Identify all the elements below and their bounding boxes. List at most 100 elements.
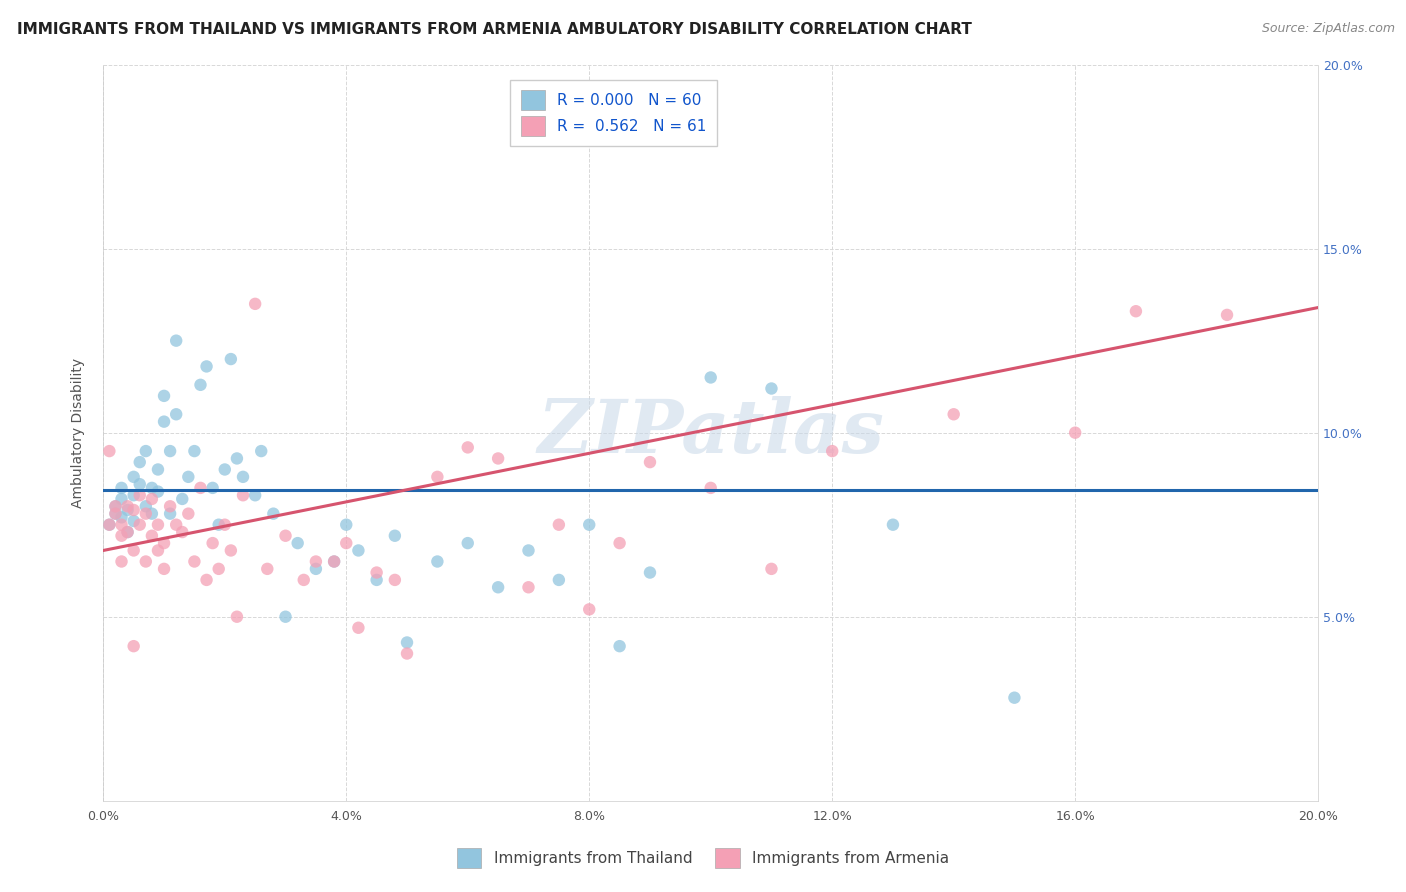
Point [98, 517, 121, 532]
Point [183, 554, 205, 568]
Point [305, 554, 328, 568]
Point [384, 529, 406, 543]
Point [159, 444, 181, 458]
Y-axis label: Ambulatory Disability: Ambulatory Disability [72, 358, 86, 508]
Point [153, 415, 176, 429]
Point [110, 554, 132, 568]
Point [1064, 425, 1087, 440]
Point [141, 481, 163, 495]
Point [135, 507, 157, 521]
Point [942, 407, 965, 421]
Point [165, 407, 187, 421]
Point [104, 500, 127, 514]
Text: IMMIGRANTS FROM THAILAND VS IMMIGRANTS FROM ARMENIA AMBULATORY DISABILITY CORREL: IMMIGRANTS FROM THAILAND VS IMMIGRANTS F… [17, 22, 972, 37]
Point [165, 334, 187, 348]
Point [159, 500, 181, 514]
Point [110, 481, 132, 495]
Point [347, 621, 370, 635]
Point [335, 517, 357, 532]
Point [98, 444, 121, 458]
Point [146, 484, 169, 499]
Point [517, 580, 540, 594]
Point [486, 451, 509, 466]
Point [426, 554, 449, 568]
Text: ZIPatlas: ZIPatlas [537, 396, 884, 469]
Point [153, 536, 176, 550]
Point [366, 573, 388, 587]
Point [153, 562, 176, 576]
Point [323, 554, 346, 568]
Point [395, 635, 418, 649]
Point [232, 470, 254, 484]
Point [578, 602, 600, 616]
Point [821, 444, 844, 458]
Point [638, 566, 661, 580]
Point [547, 517, 569, 532]
Point [128, 488, 150, 502]
Point [128, 455, 150, 469]
Point [232, 488, 254, 502]
Point [135, 500, 157, 514]
Point [292, 573, 315, 587]
Point [208, 517, 231, 532]
Point [141, 491, 163, 506]
Point [165, 517, 187, 532]
Point [214, 462, 236, 476]
Point [547, 573, 569, 587]
Point [117, 503, 139, 517]
Point [366, 566, 388, 580]
Point [517, 543, 540, 558]
Point [104, 500, 127, 514]
Point [104, 507, 127, 521]
Point [226, 609, 249, 624]
Point [172, 491, 194, 506]
Point [426, 470, 449, 484]
Point [141, 529, 163, 543]
Point [122, 543, 145, 558]
Point [214, 517, 236, 532]
Point [110, 529, 132, 543]
Point [195, 359, 218, 374]
Point [172, 524, 194, 539]
Point [243, 488, 266, 502]
Point [262, 507, 284, 521]
Point [335, 536, 357, 550]
Point [128, 477, 150, 491]
Point [274, 529, 297, 543]
Point [128, 517, 150, 532]
Point [384, 573, 406, 587]
Point [110, 491, 132, 506]
Point [1004, 690, 1026, 705]
Point [578, 517, 600, 532]
Point [117, 524, 139, 539]
Point [117, 500, 139, 514]
Point [395, 647, 418, 661]
Point [486, 580, 509, 594]
Point [98, 517, 121, 532]
Point [190, 481, 212, 495]
Point [305, 562, 328, 576]
Point [201, 481, 224, 495]
Point [110, 517, 132, 532]
Text: Source: ZipAtlas.com: Source: ZipAtlas.com [1261, 22, 1395, 36]
Point [243, 297, 266, 311]
Point [457, 441, 479, 455]
Point [146, 543, 169, 558]
Point [122, 514, 145, 528]
Point [117, 524, 139, 539]
Point [699, 481, 721, 495]
Point [219, 352, 242, 367]
Point [177, 470, 200, 484]
Point [146, 517, 169, 532]
Point [638, 455, 661, 469]
Point [761, 562, 783, 576]
Point [208, 562, 231, 576]
Point [323, 554, 346, 568]
Point [122, 470, 145, 484]
Point [347, 543, 370, 558]
Point [104, 507, 127, 521]
Point [177, 507, 200, 521]
Point [274, 609, 297, 624]
Point [183, 444, 205, 458]
Point [256, 562, 278, 576]
